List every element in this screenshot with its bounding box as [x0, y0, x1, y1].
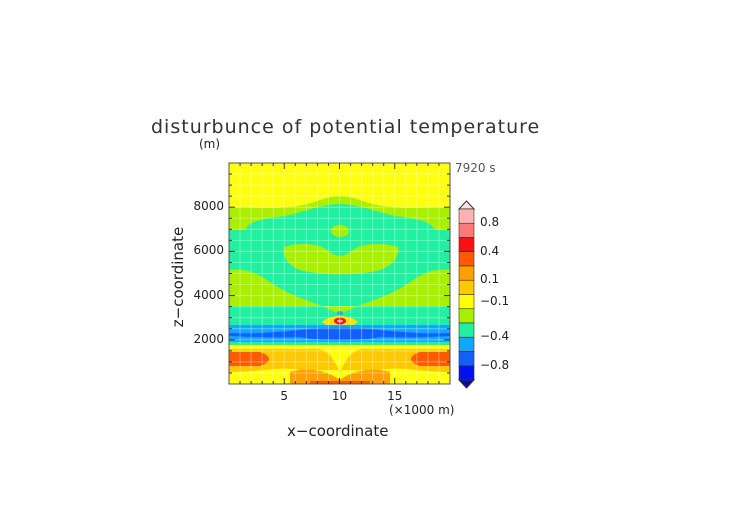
grid: [229, 163, 450, 384]
colorbar-segment: [458, 251, 475, 267]
x-axis-label: x−coordinate: [287, 422, 389, 440]
contour-orangered-right: [411, 352, 450, 366]
contour-field: [229, 163, 450, 384]
y-unit: (m): [199, 137, 221, 151]
axis-ticks: [229, 163, 450, 384]
colorbar-segment: [458, 322, 475, 338]
colorbar-label: −0.8: [480, 357, 510, 372]
x-tick-label: 10: [331, 389, 348, 403]
colorbar: [457, 200, 476, 389]
colorbar-label: 0.1: [480, 272, 500, 287]
contour-gold-bottom: [229, 349, 450, 372]
contour-yellowgreen-wing: [283, 244, 399, 275]
colorbar-segment: [458, 365, 475, 381]
x-unit: (×1000 m): [389, 403, 455, 417]
colorbar-segment: [458, 208, 475, 224]
colorbar-segment: [458, 222, 475, 238]
colorbar-extend-bottom: [457, 379, 476, 389]
colorbar-label: −0.1: [480, 293, 510, 308]
colorbar-extend-top: [457, 200, 476, 210]
colorbar-segment: [458, 351, 475, 367]
y-tick-label: 2000: [193, 331, 224, 346]
colorbar-label: 0.8: [480, 215, 500, 230]
y-tick-label: 8000: [193, 199, 224, 214]
y-axis-label: z−coordinate: [169, 226, 187, 328]
contour-blue-dot: [337, 311, 343, 315]
y-tick-label: 4000: [193, 287, 224, 302]
contour-blue-streak: [229, 327, 450, 340]
colorbar-segment: [458, 279, 475, 295]
colorbar-segment: [458, 294, 475, 310]
contour-yellowgreen-blob: [331, 225, 349, 237]
colorbar-label: 0.4: [480, 243, 500, 258]
y-tick-label: 6000: [193, 243, 224, 258]
colorbar-segment: [458, 336, 475, 352]
chart-title: disturbunce of potential temperature: [151, 116, 541, 138]
x-tick-label: 15: [387, 389, 403, 403]
contour-orange-bottom: [290, 369, 390, 384]
contour-yellowgreen-band: [229, 269, 450, 315]
colorbar-segment: [458, 237, 475, 253]
contour-orangered-left: [229, 352, 269, 366]
colorbar-segment: [458, 308, 475, 324]
x-tick-label: 5: [280, 389, 289, 403]
colorbar-segment: [458, 265, 475, 281]
colorbar-label: −0.4: [480, 329, 510, 344]
contour-pink-core: [337, 319, 343, 323]
time-label: 7920 s: [455, 161, 496, 175]
contour-teal: [229, 204, 450, 345]
